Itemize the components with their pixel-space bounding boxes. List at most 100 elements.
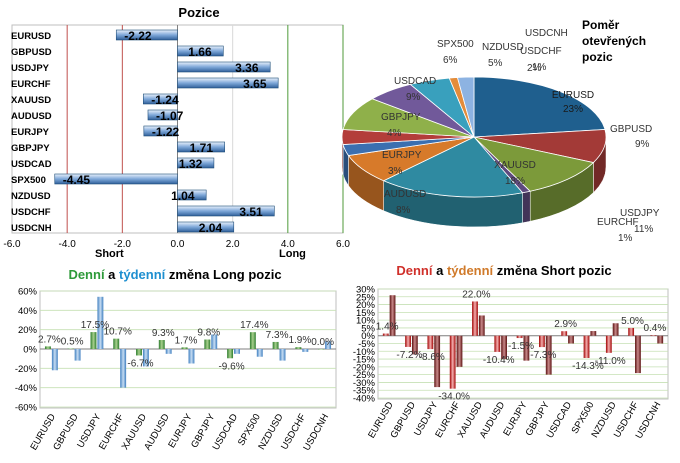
short-bar-t-denn--usdchf	[635, 335, 641, 374]
short-ytick-label: 20%	[356, 300, 376, 311]
positions-bar-eurjpy	[143, 125, 178, 137]
positions-value-eurjpy: -1.22	[152, 125, 180, 139]
pie-pct-eurchf: 1%	[618, 233, 633, 244]
positions-bar-xauusd	[142, 93, 178, 105]
positions-value-audusd: -1.07	[156, 109, 184, 123]
short-data-label: -8.6%	[419, 352, 445, 363]
long-data-label: -9.6%	[218, 361, 244, 372]
long-bar-t-denn--nzdusd	[279, 349, 286, 361]
short-bar-t-denn--audusd	[501, 335, 507, 360]
long-bar-denn--gbpusd	[67, 348, 74, 350]
short-data-label: 1.4%	[376, 322, 399, 333]
pie-label-usdcad: USDCAD	[394, 76, 436, 87]
positions-category-gbpusd: GBPUSD	[11, 47, 52, 58]
long-data-label: -6.7%	[127, 358, 153, 369]
short-data-label: -7.3%	[530, 350, 556, 361]
positions-value-usdjpy: 3.36	[235, 61, 259, 75]
pie-label-eurchf: EURCHF	[597, 217, 639, 228]
short-ytick-label: 0%	[361, 331, 375, 342]
short-bar-t-denn--usdcad	[568, 335, 574, 344]
positions-category-xauusd: XAUUSD	[11, 95, 51, 106]
short-ytick-label: 5%	[361, 323, 375, 334]
positions-tick-label: 6.0	[336, 239, 350, 250]
positions-bar-usdjpy	[177, 61, 271, 73]
long-bar-denn--audusd	[158, 340, 165, 349]
short-label: Short	[95, 248, 124, 260]
long-bar-t-denn--usdcnh	[325, 341, 332, 349]
short-ytick-label: -15%	[353, 355, 376, 366]
pie-label-nzdusd: NZDUSD	[482, 42, 524, 53]
short-bar-t-denn--spx500	[590, 331, 597, 336]
positions-value-eurusd: -2.22	[124, 29, 152, 43]
long-data-label: 10.7%	[104, 327, 132, 338]
positions-bar-usdcad	[177, 157, 215, 169]
pie-slice-usdcnh	[456, 76, 475, 138]
positions-value-gbpjpy: 1.71	[190, 141, 214, 155]
short-title: Denní a týdenní změna Short pozic	[396, 263, 611, 278]
positions-value-gbpusd: 1.66	[188, 45, 212, 59]
long-bar-t-denn--gbpusd	[74, 349, 81, 361]
positions-bar-eurusd	[115, 29, 178, 41]
pie-label-gbpjpy: GBPJPY	[381, 112, 421, 123]
long-data-label: 2.7%	[38, 334, 61, 345]
long-title-rest: změna Long pozic	[165, 267, 281, 282]
pie-pct-gbpusd: 9%	[635, 139, 650, 150]
short-ytick-label: -20%	[353, 362, 376, 373]
short-bar-denn--nzdusd	[605, 335, 612, 353]
long-data-label: 1.9%	[288, 335, 311, 346]
long-bar-t-denn--usdjpy	[97, 296, 104, 349]
short-change-chart: Denní a týdenní změna Short pozic 30%25%…	[353, 263, 669, 441]
long-bar-t-denn--spx500	[256, 349, 263, 357]
pie-label-usdcnh: USDCNH	[525, 28, 568, 39]
positions-tick-label: -6.0	[3, 239, 21, 250]
short-ytick-label: 10%	[356, 316, 376, 327]
long-data-label: 0.0%	[311, 337, 334, 348]
long-data-label: 17.5%	[81, 320, 109, 331]
short-bar-denn--gbpusd	[405, 335, 411, 347]
positions-chart: Pozice EURUSD GBPUSD USDJPY EURCHF XAUUSD AUD…	[3, 5, 350, 260]
long-bar-denn--eurchf	[113, 338, 120, 349]
long-bar-denn--eurusd	[44, 346, 51, 349]
pie-slice-eurusd	[473, 76, 606, 138]
positions-category-gbpjpy: GBPJPY	[11, 143, 50, 154]
long-title-weekly: týdenní	[119, 267, 166, 282]
positions-category-usdchf: USDCHF	[11, 207, 51, 218]
long-bar-denn--gbpjpy	[204, 339, 211, 349]
pie-label-eurjpy: EURJPY	[382, 150, 422, 161]
long-data-label: 7.3%	[266, 330, 289, 341]
positions-bar-audusd	[147, 109, 178, 121]
positions-category-usdcad: USDCAD	[11, 159, 52, 170]
pie-pct-usdchf: 1%	[532, 62, 547, 73]
short-ytick-label: 15%	[356, 308, 376, 319]
positions-bar-spx500	[54, 173, 178, 185]
short-ytick-label: -25%	[353, 370, 376, 381]
short-ytick-label: -40%	[353, 394, 376, 405]
short-ytick-label: -30%	[353, 378, 376, 389]
long-ytick-label: -40%	[15, 383, 38, 394]
positions-tick-label: 0.0	[171, 239, 185, 250]
long-bar-denn--usdjpy	[90, 332, 97, 349]
pie-side-eurchf	[522, 190, 531, 224]
positions-category-usdcnh: USDCNH	[11, 223, 52, 234]
pie-title-line-2: otevřených	[582, 34, 646, 48]
pie-pct-gbpjpy: 4%	[387, 128, 402, 139]
short-bar-t-denn--usdcnh	[657, 335, 664, 344]
positions-category-nzdusd: NZDUSD	[11, 191, 51, 202]
long-ytick-label: 40%	[18, 306, 38, 317]
short-bar-t-denn--gbpjpy	[545, 335, 552, 375]
short-ytick-label: 25%	[356, 292, 376, 303]
short-ytick-label: 30%	[356, 285, 376, 296]
short-bar-denn--audusd	[494, 335, 501, 352]
short-data-label: 0.4%	[643, 323, 666, 334]
pie-label-xauusd: XAUUSD	[494, 160, 536, 171]
short-data-label: 2.9%	[554, 319, 577, 330]
short-ytick-label: -10%	[353, 347, 376, 358]
short-bar-denn--eurchf	[449, 335, 456, 389]
short-ytick-label: -5%	[358, 339, 375, 350]
long-bar-t-denn--gbpjpy	[211, 334, 218, 349]
short-title-rest: změna Short pozic	[493, 263, 611, 278]
pie-pct-nzdusd: 5%	[488, 58, 503, 69]
pie-label-usdchf: USDCHF	[520, 46, 562, 57]
positions-category-audusd: AUDUSD	[11, 111, 52, 122]
